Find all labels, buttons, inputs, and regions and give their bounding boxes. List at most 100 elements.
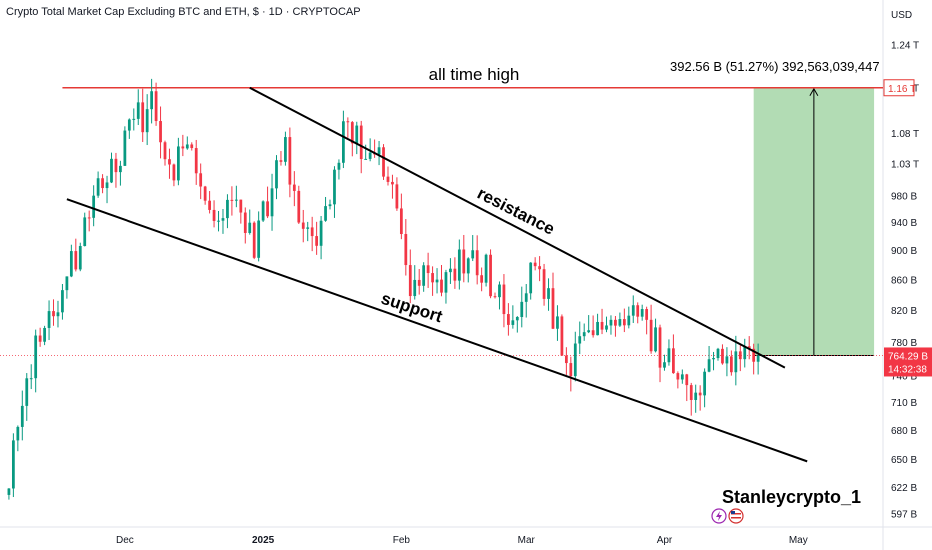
time-axis: Dec 2025 Feb Mar Apr May: [116, 535, 808, 546]
candle-body: [185, 144, 189, 149]
candle-body: [92, 195, 96, 218]
y-tick-label: 597 B: [891, 509, 917, 520]
indicator-icons[interactable]: [711, 508, 744, 524]
candle-body: [319, 220, 323, 246]
y-tick-label: 860 B: [891, 275, 917, 286]
candle-body: [306, 227, 310, 229]
candle-body: [391, 181, 394, 185]
candle-body: [734, 351, 738, 373]
candle-body: [119, 165, 122, 173]
candle-body: [471, 250, 475, 259]
resistance-trendline[interactable]: [249, 86, 786, 369]
candle-body: [96, 178, 100, 196]
candle-body: [56, 312, 60, 317]
x-tick-label: Apr: [657, 535, 673, 546]
candle-body: [172, 164, 176, 181]
candle-body: [346, 121, 350, 123]
candle-body: [364, 158, 368, 160]
y-tick-label: 900 B: [891, 246, 917, 257]
candle-body: [600, 321, 604, 330]
trendlines[interactable]: [66, 86, 808, 463]
candle-body: [538, 266, 541, 270]
candle-body: [596, 321, 599, 336]
candle-body: [315, 236, 319, 246]
candle-body: [515, 317, 519, 321]
candle-body: [359, 125, 363, 160]
candle-body: [426, 265, 430, 274]
x-tick-label: Mar: [518, 535, 536, 546]
candle-body: [712, 358, 715, 360]
candle-body: [38, 335, 42, 342]
countdown-badge-text: 14:32:38: [888, 364, 927, 375]
candle-body: [542, 269, 546, 299]
current-price-badge: [884, 347, 932, 377]
candle-body: [78, 246, 82, 270]
candle-body: [605, 325, 608, 330]
candle-body: [181, 146, 185, 149]
candle-body: [11, 440, 15, 489]
candle-body: [47, 311, 51, 328]
candle-body: [663, 362, 666, 368]
y-tick-label: 680 B: [891, 426, 917, 437]
candle-body: [422, 265, 426, 286]
candle-body: [257, 220, 261, 258]
candle-body: [649, 319, 653, 352]
candle-body: [252, 222, 256, 258]
candle-body: [404, 234, 408, 266]
candle-body: [239, 199, 243, 213]
y-tick-label: 622 B: [891, 483, 917, 494]
candle-body: [136, 102, 140, 119]
candle-body: [520, 301, 524, 318]
candle-body: [591, 330, 595, 336]
candle-body: [573, 343, 577, 377]
candle-body: [61, 290, 64, 313]
candle-body: [243, 212, 247, 233]
price-axis: 1.24 T 1.16 T 1.08 T 1.03 T 980 B 940 B 900 B 8…: [891, 40, 919, 520]
candle-body: [551, 288, 555, 329]
y-tick-label: 710 B: [891, 398, 917, 409]
candle-body: [747, 346, 751, 349]
candle-body: [105, 182, 109, 189]
support-trendline[interactable]: [66, 198, 808, 463]
candle-body: [685, 374, 689, 386]
candle-body: [654, 327, 657, 352]
candle-body: [337, 162, 341, 170]
candle-body: [582, 332, 586, 337]
candle-body: [703, 371, 706, 396]
candle-body: [52, 311, 55, 317]
candle-body: [480, 275, 484, 283]
ath-price-badge-text: 1.16 T: [888, 84, 916, 95]
candle-body: [145, 109, 149, 133]
candle-body: [547, 288, 550, 299]
ath-price-badge: [883, 79, 915, 97]
candle-body: [721, 348, 724, 364]
candle-body: [25, 378, 29, 406]
candle-body: [199, 173, 203, 187]
candle-body: [680, 374, 684, 380]
candle-body: [578, 336, 582, 344]
x-tick-label: Feb: [393, 535, 411, 546]
y-tick-label: 780 B: [891, 338, 917, 349]
candlestick-series: [7, 78, 760, 500]
candle-body: [159, 121, 162, 143]
candle-body: [529, 262, 533, 294]
y-tick-label: 820 B: [891, 306, 917, 317]
candle-body: [493, 296, 497, 298]
candle-body: [7, 488, 11, 495]
candle-body: [377, 147, 381, 155]
flash-icon-glyph: [716, 511, 722, 521]
candle-body: [208, 200, 211, 210]
candle-body: [698, 392, 702, 396]
candle-body: [609, 319, 613, 326]
candle-body: [221, 218, 225, 221]
candle-body: [168, 159, 171, 165]
candle-body: [234, 199, 238, 201]
candle-body: [618, 319, 622, 326]
candle-body: [752, 348, 756, 362]
candle-body: [342, 121, 345, 163]
candle-body: [417, 279, 421, 286]
candle-body: [230, 199, 234, 201]
price-range-measure[interactable]: [0, 87, 883, 356]
candle-body: [226, 199, 229, 219]
